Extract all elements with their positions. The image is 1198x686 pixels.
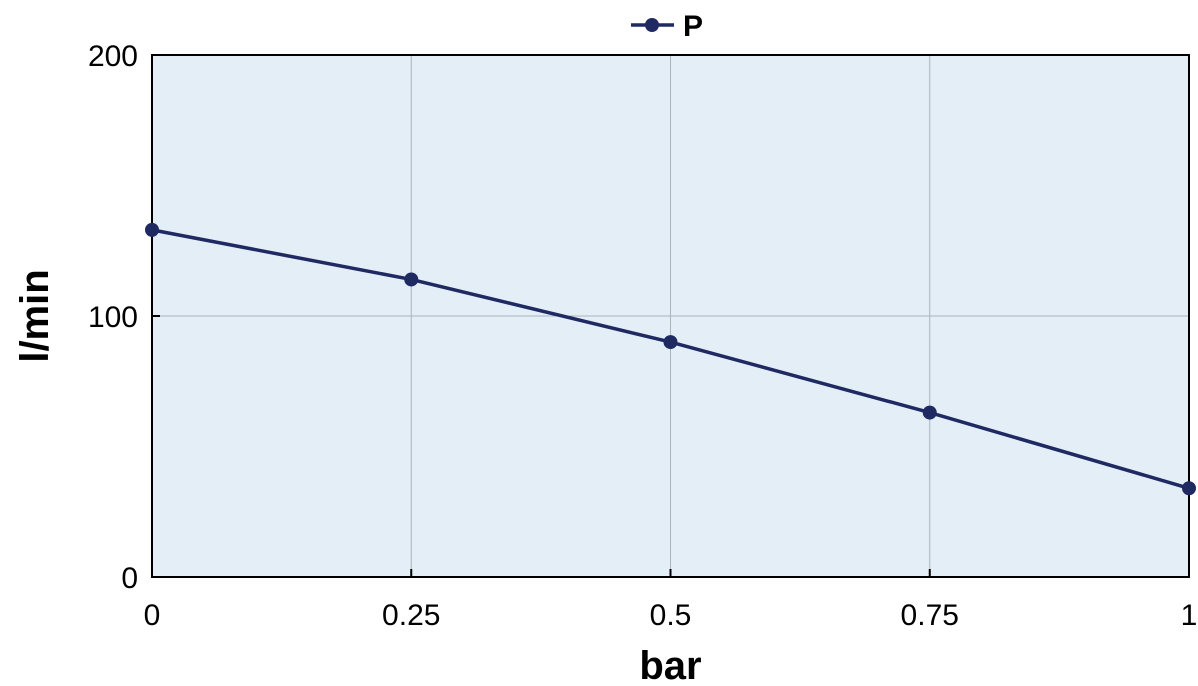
data-point-p-1: [404, 272, 419, 287]
y-axis-ticks: 0 100 200: [88, 40, 160, 595]
x-tick-label-3: 0.75: [901, 599, 959, 632]
x-tick-label-0: 0: [144, 599, 161, 632]
y-tick-label-1: 100: [88, 301, 138, 334]
legend-label-p: P: [683, 10, 703, 43]
x-axis-title: bar: [639, 644, 701, 686]
x-tick-label-4: 1: [1181, 599, 1198, 632]
data-point-p-4: [1182, 481, 1196, 496]
y-axis-title: l/min: [13, 269, 57, 362]
legend-swatch-marker: [645, 18, 659, 32]
x-tick-label-2: 0.5: [650, 599, 692, 632]
y-tick-label-2: 200: [88, 40, 138, 73]
data-point-p-0: [145, 222, 159, 237]
y-tick-label-0: 0: [121, 562, 138, 595]
data-point-p-3: [922, 405, 937, 420]
series-layer: [145, 222, 1196, 496]
x-tick-label-1: 0.25: [382, 599, 440, 632]
x-axis-ticks: 0 0.25 0.5 0.75 1: [144, 569, 1198, 632]
data-point-p-2: [663, 335, 678, 350]
legend: P: [631, 10, 703, 43]
